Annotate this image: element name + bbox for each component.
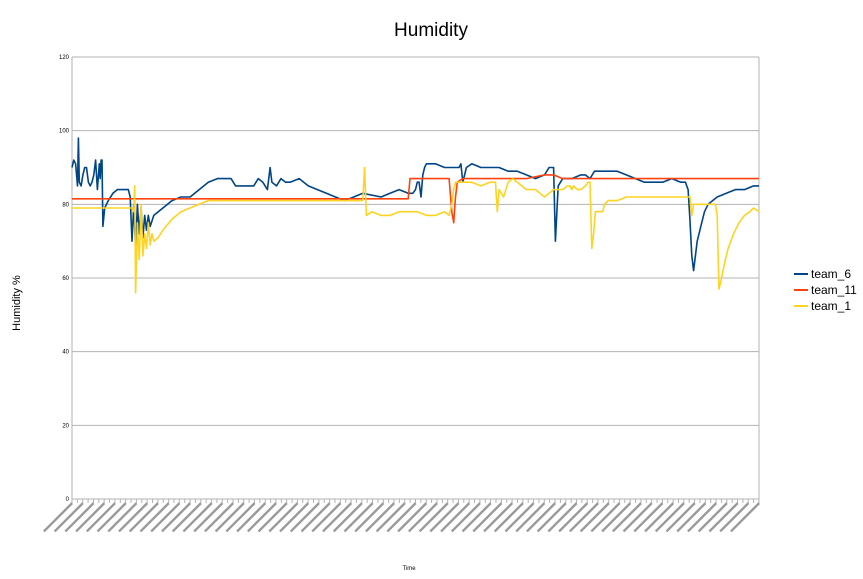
x-tick-label-glyph xyxy=(418,502,449,533)
x-tick-label-glyph xyxy=(343,502,374,533)
x-tick-label-glyph xyxy=(644,502,675,533)
x-tick-label-glyph xyxy=(53,502,84,533)
y-tick-label: 120 xyxy=(59,55,70,61)
x-tick-label-glyph xyxy=(730,502,760,533)
x-tick-label-glyph xyxy=(568,502,599,533)
chart-title: Humidity xyxy=(394,20,468,41)
x-tick-label-glyph xyxy=(622,502,653,533)
x-tick-label-glyph xyxy=(85,502,116,533)
x-tick-label-glyph xyxy=(719,502,750,533)
series-line-team_1 xyxy=(72,166,760,294)
x-tick-label-glyph xyxy=(547,502,578,533)
x-tick-label-glyph xyxy=(472,502,503,533)
x-tick-label-glyph xyxy=(257,502,288,533)
x-tick-label-glyph xyxy=(493,502,524,533)
legend-label: team_11 xyxy=(811,283,857,297)
x-tick-label-glyph xyxy=(236,502,267,533)
legend-swatch xyxy=(794,289,808,291)
legend-item-team_1: team_1 xyxy=(794,298,857,314)
y-axis-ticks: 0 20 40 60 80 100 120 xyxy=(59,55,70,503)
x-tick-label-glyph xyxy=(214,502,245,533)
x-tick-label-glyph xyxy=(107,502,138,533)
x-tick-label-glyph xyxy=(579,502,610,533)
x-tick-label-glyph xyxy=(558,502,589,533)
x-tick-label-glyph xyxy=(118,502,149,533)
x-tick-label-glyph xyxy=(246,502,277,533)
x-tick-label-glyph xyxy=(665,502,696,533)
y-tick-label: 80 xyxy=(62,202,69,208)
y-axis-label: Humidity % xyxy=(11,275,23,331)
legend-item-team_11: team_11 xyxy=(794,282,857,298)
x-tick-label-glyph xyxy=(676,502,707,533)
x-tick-label-glyph xyxy=(64,502,95,533)
x-tick-label-glyph xyxy=(483,502,514,533)
x-tick-label-glyph xyxy=(407,502,438,533)
legend: team_6 team_11 team_1 xyxy=(794,266,857,314)
x-tick-label-glyph xyxy=(354,502,385,533)
x-tick-label-glyph xyxy=(75,502,106,533)
y-tick-label: 40 xyxy=(62,350,69,356)
x-tick-label-glyph xyxy=(397,502,428,533)
y-tick-label: 100 xyxy=(59,129,70,135)
series-lines xyxy=(71,137,760,294)
x-tick-label-glyph xyxy=(526,502,557,533)
x-tick-label-glyph xyxy=(43,502,73,533)
x-tick-label-glyph xyxy=(289,502,320,533)
x-tick-label-glyph xyxy=(96,502,127,533)
legend-swatch xyxy=(794,273,808,275)
x-tick-label-glyph xyxy=(171,502,202,533)
x-tick-label-glyph xyxy=(365,502,396,533)
x-tick-label-glyph xyxy=(268,502,299,533)
legend-item-team_6: team_6 xyxy=(794,266,857,282)
legend-label: team_6 xyxy=(811,267,852,281)
series-line-team_11 xyxy=(72,174,759,224)
x-tick-label-glyph xyxy=(375,502,406,533)
x-tick-label-glyph xyxy=(654,502,685,533)
y-tick-label: 20 xyxy=(62,423,69,429)
x-tick-label-glyph xyxy=(429,502,460,533)
x-tick-label-glyph xyxy=(311,502,342,533)
x-tick-label-glyph xyxy=(332,502,363,533)
x-tick-label-glyph xyxy=(161,502,192,533)
x-tick-label-glyph xyxy=(182,502,213,533)
x-tick-label-glyph xyxy=(611,502,642,533)
x-tick-label-glyph xyxy=(204,502,235,533)
x-tick-label-glyph xyxy=(440,502,471,533)
x-tick-label-glyph xyxy=(601,502,632,533)
x-tick-label-glyph xyxy=(697,502,728,533)
gridlines xyxy=(71,56,760,500)
x-tick-label-glyph xyxy=(150,502,181,533)
y-tick-label: 60 xyxy=(62,276,69,282)
x-tick-label-glyph xyxy=(515,502,546,533)
x-tick-label-glyph xyxy=(536,502,567,533)
x-axis-label: Time xyxy=(402,566,416,572)
legend-label: team_1 xyxy=(811,299,852,313)
x-tick-label-glyph xyxy=(386,502,417,533)
x-tick-label-glyph xyxy=(193,502,224,533)
x-tick-label-glyph xyxy=(450,502,481,533)
x-tick-label-glyph xyxy=(225,502,256,533)
x-tick-label-glyph xyxy=(279,502,310,533)
x-tick-label-glyph xyxy=(633,502,664,533)
x-tick-label-glyph xyxy=(687,502,718,533)
x-tick-label-glyph xyxy=(708,502,739,533)
x-tick-label-glyph xyxy=(128,502,159,533)
x-axis-ticks xyxy=(43,499,760,533)
legend-swatch xyxy=(794,305,808,307)
x-tick-label-glyph xyxy=(322,502,353,533)
x-tick-label-glyph xyxy=(590,502,621,533)
y-tick-label: 0 xyxy=(66,497,70,503)
x-tick-label-glyph xyxy=(504,502,535,533)
x-tick-label-glyph xyxy=(461,502,492,533)
x-tick-label-glyph xyxy=(300,502,331,533)
x-tick-label-glyph xyxy=(139,502,170,533)
